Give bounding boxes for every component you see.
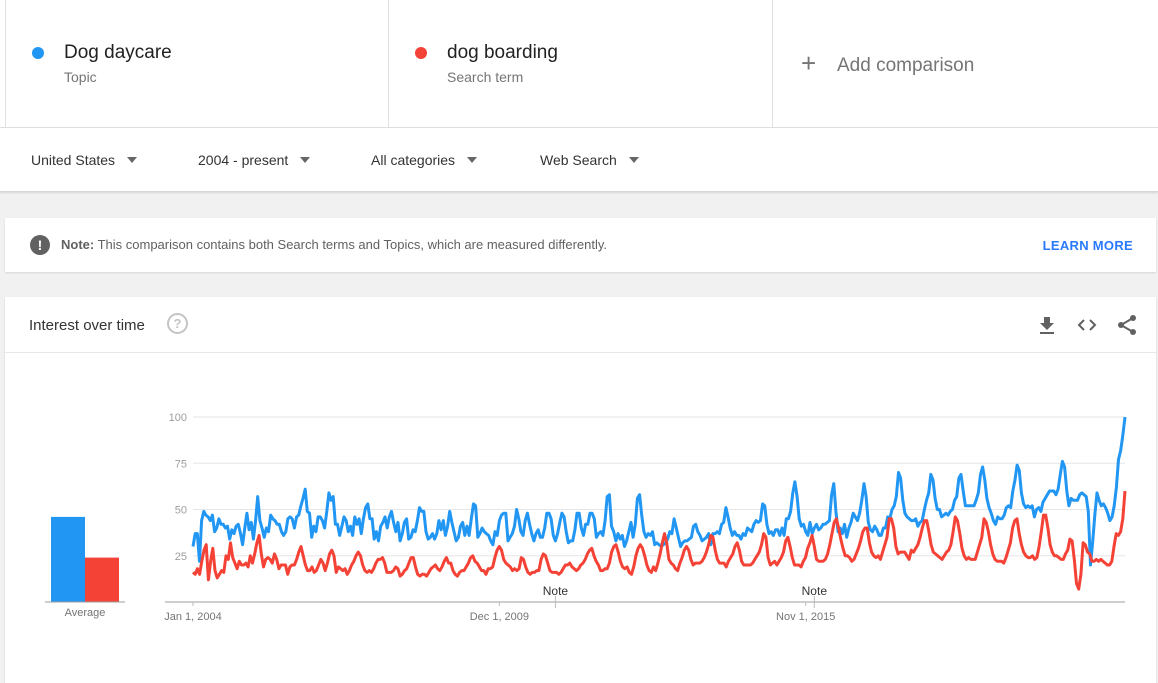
category-label: All categories bbox=[371, 152, 456, 168]
time-range-dropdown[interactable]: 2004 - present bbox=[198, 152, 311, 168]
region-dropdown[interactable]: United States bbox=[31, 152, 138, 168]
dropdown-caret-icon bbox=[127, 157, 138, 163]
dropdown-caret-icon bbox=[300, 157, 311, 163]
note-annotation: Note bbox=[802, 584, 828, 598]
plus-icon: + bbox=[801, 48, 817, 78]
term-card-dog-boarding[interactable]: dog boarding Search term bbox=[389, 0, 773, 128]
series-color-dot bbox=[32, 47, 44, 59]
alert-icon: ! bbox=[30, 235, 50, 255]
dropdown-caret-icon bbox=[628, 157, 639, 163]
interest-over-time-card: Interest over time ? 25 50 75 100 Jan 1, 200… bbox=[5, 297, 1156, 683]
dropdown-caret-icon bbox=[467, 157, 478, 163]
term-type: Topic bbox=[64, 69, 97, 85]
x-tick-label: Dec 1, 2009 bbox=[470, 611, 529, 623]
share-icon[interactable] bbox=[1116, 314, 1138, 336]
x-tick-label: Nov 1, 2015 bbox=[776, 611, 835, 623]
search-property-label: Web Search bbox=[540, 152, 617, 168]
comparison-terms: Dog daycare Topic dog boarding Search te… bbox=[0, 0, 1158, 128]
search-property-dropdown[interactable]: Web Search bbox=[540, 152, 639, 168]
y-tick-label: 25 bbox=[175, 551, 187, 563]
embed-code-icon[interactable] bbox=[1076, 314, 1098, 336]
y-tick-label: 100 bbox=[169, 412, 187, 424]
term-name[interactable]: dog boarding bbox=[447, 42, 558, 63]
average-bar bbox=[51, 516, 85, 602]
help-icon[interactable]: ? bbox=[167, 313, 188, 334]
note-text: Note: This comparison contains both Sear… bbox=[61, 237, 607, 252]
y-tick-label: 75 bbox=[175, 458, 187, 470]
learn-more-link[interactable]: LEARN MORE bbox=[1042, 238, 1133, 253]
term-name[interactable]: Dog daycare bbox=[64, 42, 172, 63]
category-dropdown[interactable]: All categories bbox=[371, 152, 478, 168]
card-header: Interest over time ? bbox=[5, 297, 1156, 353]
series-line-dog-boarding bbox=[192, 490, 1127, 591]
region-label: United States bbox=[31, 152, 116, 168]
note-prefix: Note: bbox=[61, 237, 95, 252]
card-title: Interest over time bbox=[29, 317, 145, 334]
time-range-label: 2004 - present bbox=[198, 152, 289, 168]
add-comparison-label: Add comparison bbox=[837, 55, 975, 76]
interest-chart: 25 50 75 100 Jan 1, 2004 Dec 1, 2009 Nov 1, 20… bbox=[45, 412, 1127, 623]
filter-bar: United States 2004 - present All categor… bbox=[0, 128, 1158, 192]
note-annotation: Note bbox=[543, 584, 569, 598]
y-tick-label: 50 bbox=[175, 505, 187, 517]
x-tick-label: Jan 1, 2004 bbox=[164, 611, 222, 623]
add-comparison-button[interactable]: + Add comparison bbox=[773, 0, 1158, 128]
note-body: This comparison contains both Search ter… bbox=[94, 237, 608, 252]
term-card-dog-daycare[interactable]: Dog daycare Topic bbox=[5, 0, 389, 128]
term-type: Search term bbox=[447, 69, 524, 85]
series-line-dog-daycare bbox=[191, 416, 1127, 567]
download-icon[interactable] bbox=[1036, 314, 1058, 336]
average-label: Average bbox=[65, 607, 106, 619]
note-banner: ! Note: This comparison contains both Se… bbox=[5, 218, 1156, 272]
series-color-dot bbox=[415, 47, 427, 59]
average-bar bbox=[85, 557, 119, 602]
